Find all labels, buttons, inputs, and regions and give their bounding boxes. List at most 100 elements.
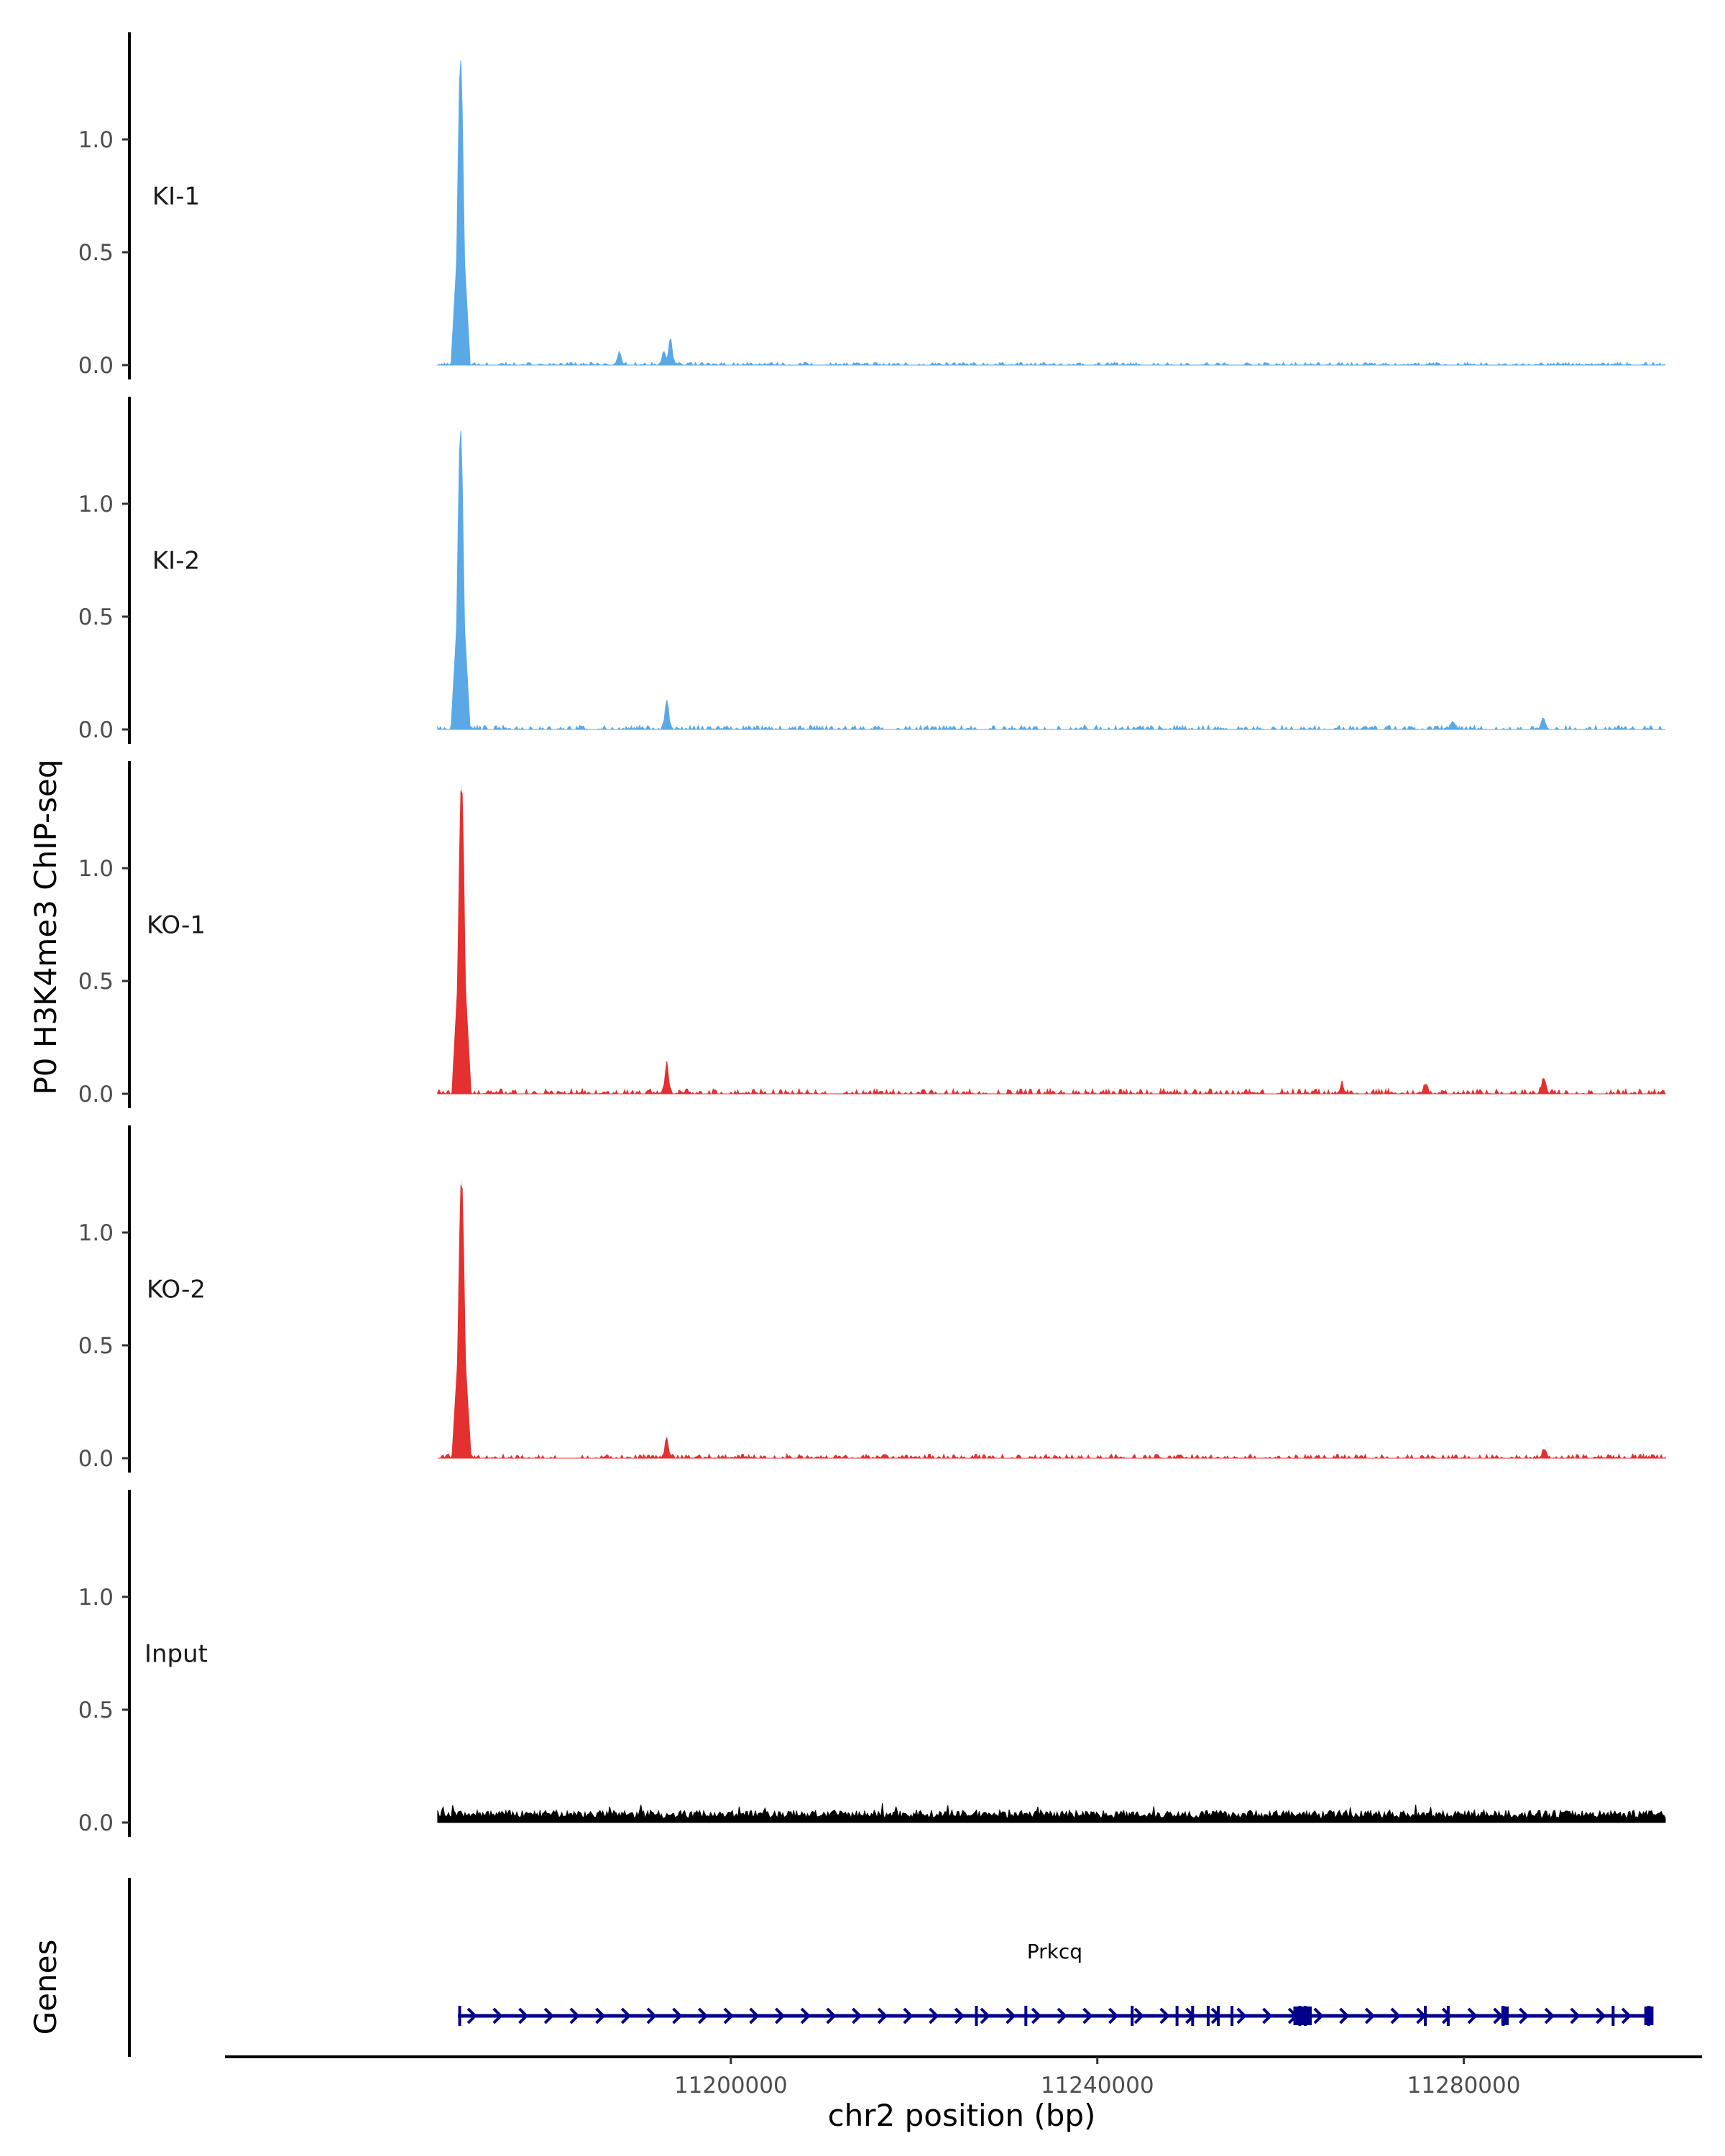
track-label: Input [144,1640,208,1669]
strand-arrow [877,2007,888,2024]
strand-arrow [1159,2007,1170,2024]
strand-arrow [1057,2007,1067,2024]
coding-exon [1501,2007,1509,2025]
peak-mark [451,782,472,1094]
strand-arrow [672,2007,683,2024]
strand-arrow [1031,2007,1042,2024]
strand-arrow [929,2007,939,2024]
signal-tracks: 0.00.51.0KI-10.00.51.0KI-20.00.51.0KO-10… [78,32,1666,1837]
peak-mark [661,700,673,729]
strand-arrow [826,2007,837,2024]
peak-mark [1419,1084,1432,1094]
x-tick-label: 11240000 [1041,2073,1154,2099]
strand-arrow [518,2007,529,2024]
peak-mark [612,354,625,365]
coding-exon [1293,2007,1312,2025]
x-axis-title: chr2 position (bp) [828,2098,1096,2133]
strand-arrow [1467,2007,1478,2024]
strand-arrow [697,2007,709,2024]
strand-arrow [1441,2007,1453,2024]
strand-arrow [569,2007,580,2024]
track-label: KO-2 [147,1276,206,1304]
signal-area [437,430,1665,731]
peak-mark [661,1064,673,1094]
strand-arrow [466,2007,477,2024]
strand-arrow [1339,2007,1350,2024]
y-tick-label: 0.0 [78,1082,114,1107]
peak-mark [661,1439,673,1458]
strand-arrow [620,2007,632,2024]
strand-arrow [492,2007,503,2024]
peak-mark [1538,1449,1551,1458]
y-tick-label: 1.0 [78,1585,114,1611]
y-tick-label: 0.0 [78,1810,114,1836]
strand-arrow [1133,2007,1144,2024]
strand-arrow [1519,2007,1530,2024]
x-tick-label: 11200000 [674,2073,788,2099]
coding-exon [1644,2007,1654,2025]
y-axis-title: P0 H3K4me3 ChIP-seq [28,759,63,1095]
signal-area [437,1184,1666,1460]
track-ki-2: 0.0 0.5 1.0 KI-2 [78,397,1665,744]
x-tick-label: 11280000 [1407,2073,1521,2099]
track-ko-1: 0.0 0.5 1.0 KO-1 [78,761,1666,1108]
y-tick-label: 1.0 [78,1220,114,1246]
y-tick-label: 1.0 [78,127,114,153]
signal-area [437,1803,1666,1823]
signal-area [436,60,1666,367]
strand-arrow [543,2007,555,2024]
track-input: 0.0 0.5 1.0 Input [78,1490,1666,1837]
peak-mark [1445,722,1458,729]
x-axis: 11200000 11240000 11280000 [225,2055,1702,2099]
strand-arrow [1236,2007,1247,2024]
strand-arrow [1006,2007,1016,2024]
signal-area [437,790,1666,1095]
strand-arrow [1082,2007,1093,2024]
strand-arrow [595,2007,606,2024]
gene-name-label: Prkcq [1027,1940,1082,1963]
strand-arrow [903,2007,914,2024]
peak-mark [664,338,677,365]
strand-arrow [646,2007,657,2024]
y-tick-label: 0.0 [78,717,114,743]
strand-arrow [954,2007,965,2024]
strand-arrow [1313,2007,1324,2024]
strand-arrow [1621,2007,1632,2024]
peak-mark [451,1178,472,1458]
peak-mark [450,429,471,729]
strand-arrow [980,2007,990,2024]
strand-arrow [1390,2007,1401,2024]
peak-mark [1537,1078,1550,1094]
strand-arrow [800,2007,811,2024]
y-tick-label: 0.0 [78,353,114,379]
y-tick-label: 0.5 [78,1333,114,1359]
strand-arrow [1364,2007,1376,2024]
track-label: KO-1 [147,911,206,940]
genes-panel: Genes Prkcq [28,1878,1654,2057]
track-label: KI-1 [152,183,200,211]
y-tick-label: 0.5 [78,969,114,995]
strand-arrow [749,2007,760,2024]
peak-mark [658,351,671,365]
track-ki-1: 0.0 0.5 1.0 KI-1 [78,32,1666,379]
peak-mark [1537,718,1550,729]
y-tick-label: 0.0 [78,1446,114,1472]
strand-arrow [1108,2007,1119,2024]
peak-mark [450,60,471,365]
y-tick-label: 1.0 [78,492,114,517]
strand-arrow [1544,2007,1555,2024]
y-tick-label: 0.5 [78,1697,114,1723]
strand-arrow [723,2007,734,2024]
strand-arrow [1493,2007,1504,2024]
strand-arrow [1570,2007,1581,2024]
strand-arrow [852,2007,862,2024]
y-tick-label: 1.0 [78,856,114,882]
strand-arrow [1596,2007,1606,2024]
strand-arrow [774,2007,786,2024]
genes-label: Genes [28,1940,63,2035]
track-ko-2: 0.0 0.5 1.0 KO-2 [78,1125,1666,1473]
peak-mark [1335,1084,1348,1094]
track-label: KI-2 [152,547,200,576]
y-tick-label: 0.5 [78,240,114,266]
